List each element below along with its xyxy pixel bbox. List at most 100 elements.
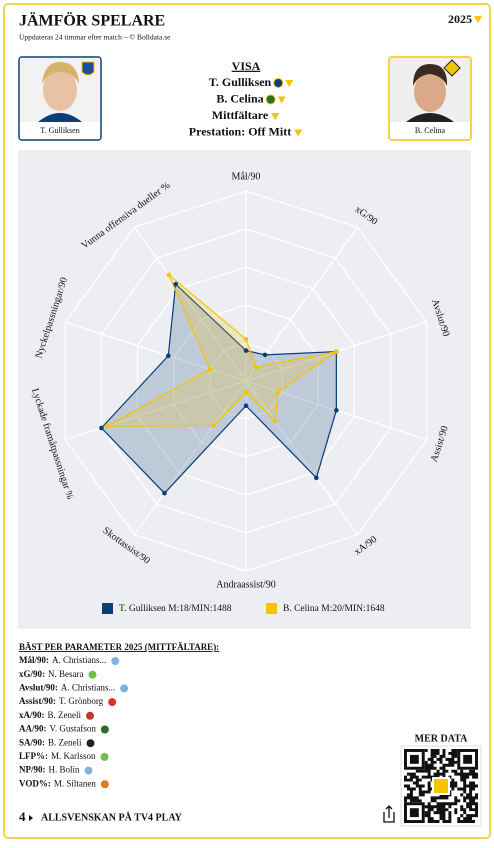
data-point — [104, 423, 110, 429]
club-badge — [111, 657, 120, 665]
caption-bg — [20, 122, 100, 139]
data-point — [334, 408, 339, 413]
club-badge — [120, 684, 129, 693]
legend-label[interactable]: B. Celina M:20/MIN:1648 — [283, 604, 385, 614]
best-param: VOD%: — [19, 778, 51, 788]
qr-finder[interactable] — [404, 802, 425, 824]
club-badge — [86, 739, 95, 748]
club-badge — [265, 94, 276, 105]
best-title: BÄST PER PARAMETER 2025 (MITTFÄLTARE): — [19, 642, 219, 652]
best-player: M. Karlsson — [51, 751, 96, 761]
footer-text[interactable]: ALLSVENSKAN PÅ TV4 PLAY — [41, 811, 183, 823]
caption-bg — [390, 122, 470, 139]
best-param: Mål/90: — [19, 655, 49, 665]
qr-finder[interactable] — [457, 748, 479, 770]
share-icon[interactable] — [383, 805, 395, 823]
axis-spoke — [65, 321, 247, 382]
axis-spoke — [245, 380, 359, 536]
qr-finder-core[interactable] — [463, 754, 473, 764]
footer-logo-play — [29, 815, 33, 821]
subtitle: Uppdateras 24 timmar efter match – © Bol… — [19, 33, 171, 42]
best-player: A. Christians... — [61, 682, 115, 692]
axis-label: Andraassist/90 — [216, 579, 275, 590]
qr-finder[interactable] — [404, 748, 425, 770]
data-point — [262, 352, 268, 358]
best-param: AA/90: — [19, 724, 47, 734]
menu-title: VISA — [232, 59, 261, 73]
best-param: xA/90: — [19, 710, 45, 720]
qr-finder-core[interactable] — [409, 808, 419, 818]
menu-caret[interactable] — [271, 113, 280, 120]
club-badge — [100, 725, 109, 734]
data-point — [173, 281, 178, 287]
menu-item[interactable]: Prestation: Off Mitt — [189, 124, 291, 138]
more-data-title: MER DATA — [415, 733, 468, 744]
data-point — [207, 366, 213, 372]
qr-code[interactable] — [404, 748, 479, 824]
menu: VISA T. Gulliksen B. Celina Mittfältare Pres… — [189, 59, 303, 138]
menu-caret[interactable] — [285, 80, 294, 87]
chart-panel — [18, 150, 471, 629]
shirt — [406, 113, 454, 122]
data-point — [162, 490, 167, 496]
qr-modules[interactable] — [404, 749, 478, 823]
menu-item[interactable]: Mittfältare — [212, 108, 269, 122]
club-badge — [100, 780, 109, 789]
best-param: LFP%: — [19, 751, 48, 761]
best-param: SA/90: — [19, 737, 45, 747]
club-badge — [273, 78, 284, 88]
club-badge — [443, 59, 461, 77]
best-param: Assist/90: — [19, 696, 56, 706]
menu-item[interactable]: B. Celina — [216, 91, 263, 105]
best-player: N. Besara — [48, 669, 84, 679]
data-point — [165, 353, 171, 359]
axis-label: Mål/90 — [232, 171, 261, 182]
legend-label[interactable]: T. Gulliksen M:18/MIN:1488 — [119, 604, 232, 614]
menu-caret[interactable] — [277, 96, 286, 104]
qr-logo[interactable] — [432, 777, 450, 795]
best-player: V. Gustafson — [50, 724, 97, 734]
best-player: H. Bolin — [49, 765, 81, 775]
data-point — [272, 418, 278, 424]
player-card[interactable]: T. Gulliksen — [18, 56, 102, 141]
season-select[interactable]: 2025 — [448, 12, 472, 26]
best-player: B. Zeneli — [48, 737, 82, 747]
hair — [413, 64, 448, 86]
menu-item[interactable]: T. Gulliksen — [209, 75, 272, 89]
menu-caret[interactable] — [294, 129, 303, 137]
qr-finder-core[interactable] — [409, 754, 419, 764]
axis-spoke — [65, 380, 247, 441]
player-caption: B. Celina — [415, 126, 446, 135]
season-caret[interactable] — [474, 16, 482, 23]
footer-logo: 4 — [19, 809, 26, 824]
club-badge — [86, 711, 94, 720]
data-point — [314, 475, 319, 481]
club-badge — [100, 752, 109, 761]
data-point — [243, 348, 249, 353]
data-point — [253, 364, 259, 370]
club-badge — [88, 670, 97, 679]
best-param: Avslut/90: — [19, 682, 58, 692]
legend-swatch[interactable] — [266, 603, 277, 614]
club-badge — [81, 61, 95, 76]
club-badge — [84, 766, 93, 775]
data-point — [211, 423, 216, 428]
data-point — [276, 389, 281, 394]
best-player: T. Grönborg — [59, 696, 104, 706]
data-point — [166, 272, 172, 278]
data-point — [243, 336, 249, 342]
shirt — [38, 113, 82, 122]
player-caption: T. Gulliksen — [40, 126, 79, 135]
best-player: B. Zeneli — [48, 710, 82, 720]
data-point — [243, 390, 249, 395]
best-param: NP/90: — [19, 765, 46, 775]
player-card[interactable]: B. Celina — [388, 56, 472, 141]
axis-spoke — [133, 380, 247, 536]
axis-spoke — [133, 226, 247, 382]
legend-swatch[interactable] — [102, 603, 113, 614]
best-list: Mål/90: A. Christians...xG/90: N. BesaraAv… — [19, 655, 129, 789]
best-player: A. Christians... — [52, 655, 106, 665]
face — [414, 72, 446, 112]
title: JÄMFÖR SPELARE — [19, 12, 165, 30]
